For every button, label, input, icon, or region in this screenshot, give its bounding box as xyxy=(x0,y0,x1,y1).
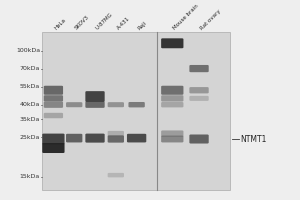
FancyBboxPatch shape xyxy=(108,131,124,136)
Text: SKOV3: SKOV3 xyxy=(74,14,91,31)
Text: 25kDa: 25kDa xyxy=(20,135,40,140)
Bar xyxy=(41,32,230,190)
FancyBboxPatch shape xyxy=(108,135,124,143)
Text: 100kDa: 100kDa xyxy=(16,48,40,53)
FancyBboxPatch shape xyxy=(108,173,124,177)
FancyBboxPatch shape xyxy=(189,134,209,144)
FancyBboxPatch shape xyxy=(127,134,146,142)
FancyBboxPatch shape xyxy=(161,130,183,137)
FancyBboxPatch shape xyxy=(189,87,209,93)
FancyBboxPatch shape xyxy=(128,102,145,107)
Text: A-431: A-431 xyxy=(116,16,131,31)
FancyBboxPatch shape xyxy=(85,91,105,102)
FancyBboxPatch shape xyxy=(161,86,183,95)
FancyBboxPatch shape xyxy=(189,65,209,72)
Text: Raji: Raji xyxy=(136,20,147,31)
FancyBboxPatch shape xyxy=(42,134,64,144)
Text: NTMT1: NTMT1 xyxy=(240,135,266,144)
Text: Rat ovary: Rat ovary xyxy=(199,8,221,31)
FancyBboxPatch shape xyxy=(44,102,63,108)
Text: 40kDa: 40kDa xyxy=(20,102,40,107)
FancyBboxPatch shape xyxy=(85,134,105,143)
FancyBboxPatch shape xyxy=(44,86,63,95)
FancyBboxPatch shape xyxy=(161,136,183,142)
FancyBboxPatch shape xyxy=(85,102,105,108)
FancyBboxPatch shape xyxy=(161,95,183,102)
Text: Mouse brain: Mouse brain xyxy=(172,3,200,31)
Text: 15kDa: 15kDa xyxy=(20,174,40,179)
Text: 70kDa: 70kDa xyxy=(20,66,40,71)
FancyBboxPatch shape xyxy=(44,113,63,118)
FancyBboxPatch shape xyxy=(44,95,63,102)
FancyBboxPatch shape xyxy=(42,143,64,153)
FancyBboxPatch shape xyxy=(66,134,82,142)
Text: U-87MG: U-87MG xyxy=(95,12,114,31)
FancyBboxPatch shape xyxy=(161,102,183,107)
Text: 35kDa: 35kDa xyxy=(20,117,40,122)
Text: 55kDa: 55kDa xyxy=(20,84,40,89)
FancyBboxPatch shape xyxy=(189,96,209,101)
FancyBboxPatch shape xyxy=(108,102,124,107)
FancyBboxPatch shape xyxy=(161,38,183,48)
FancyBboxPatch shape xyxy=(66,102,82,107)
Text: HeLa: HeLa xyxy=(53,17,67,31)
